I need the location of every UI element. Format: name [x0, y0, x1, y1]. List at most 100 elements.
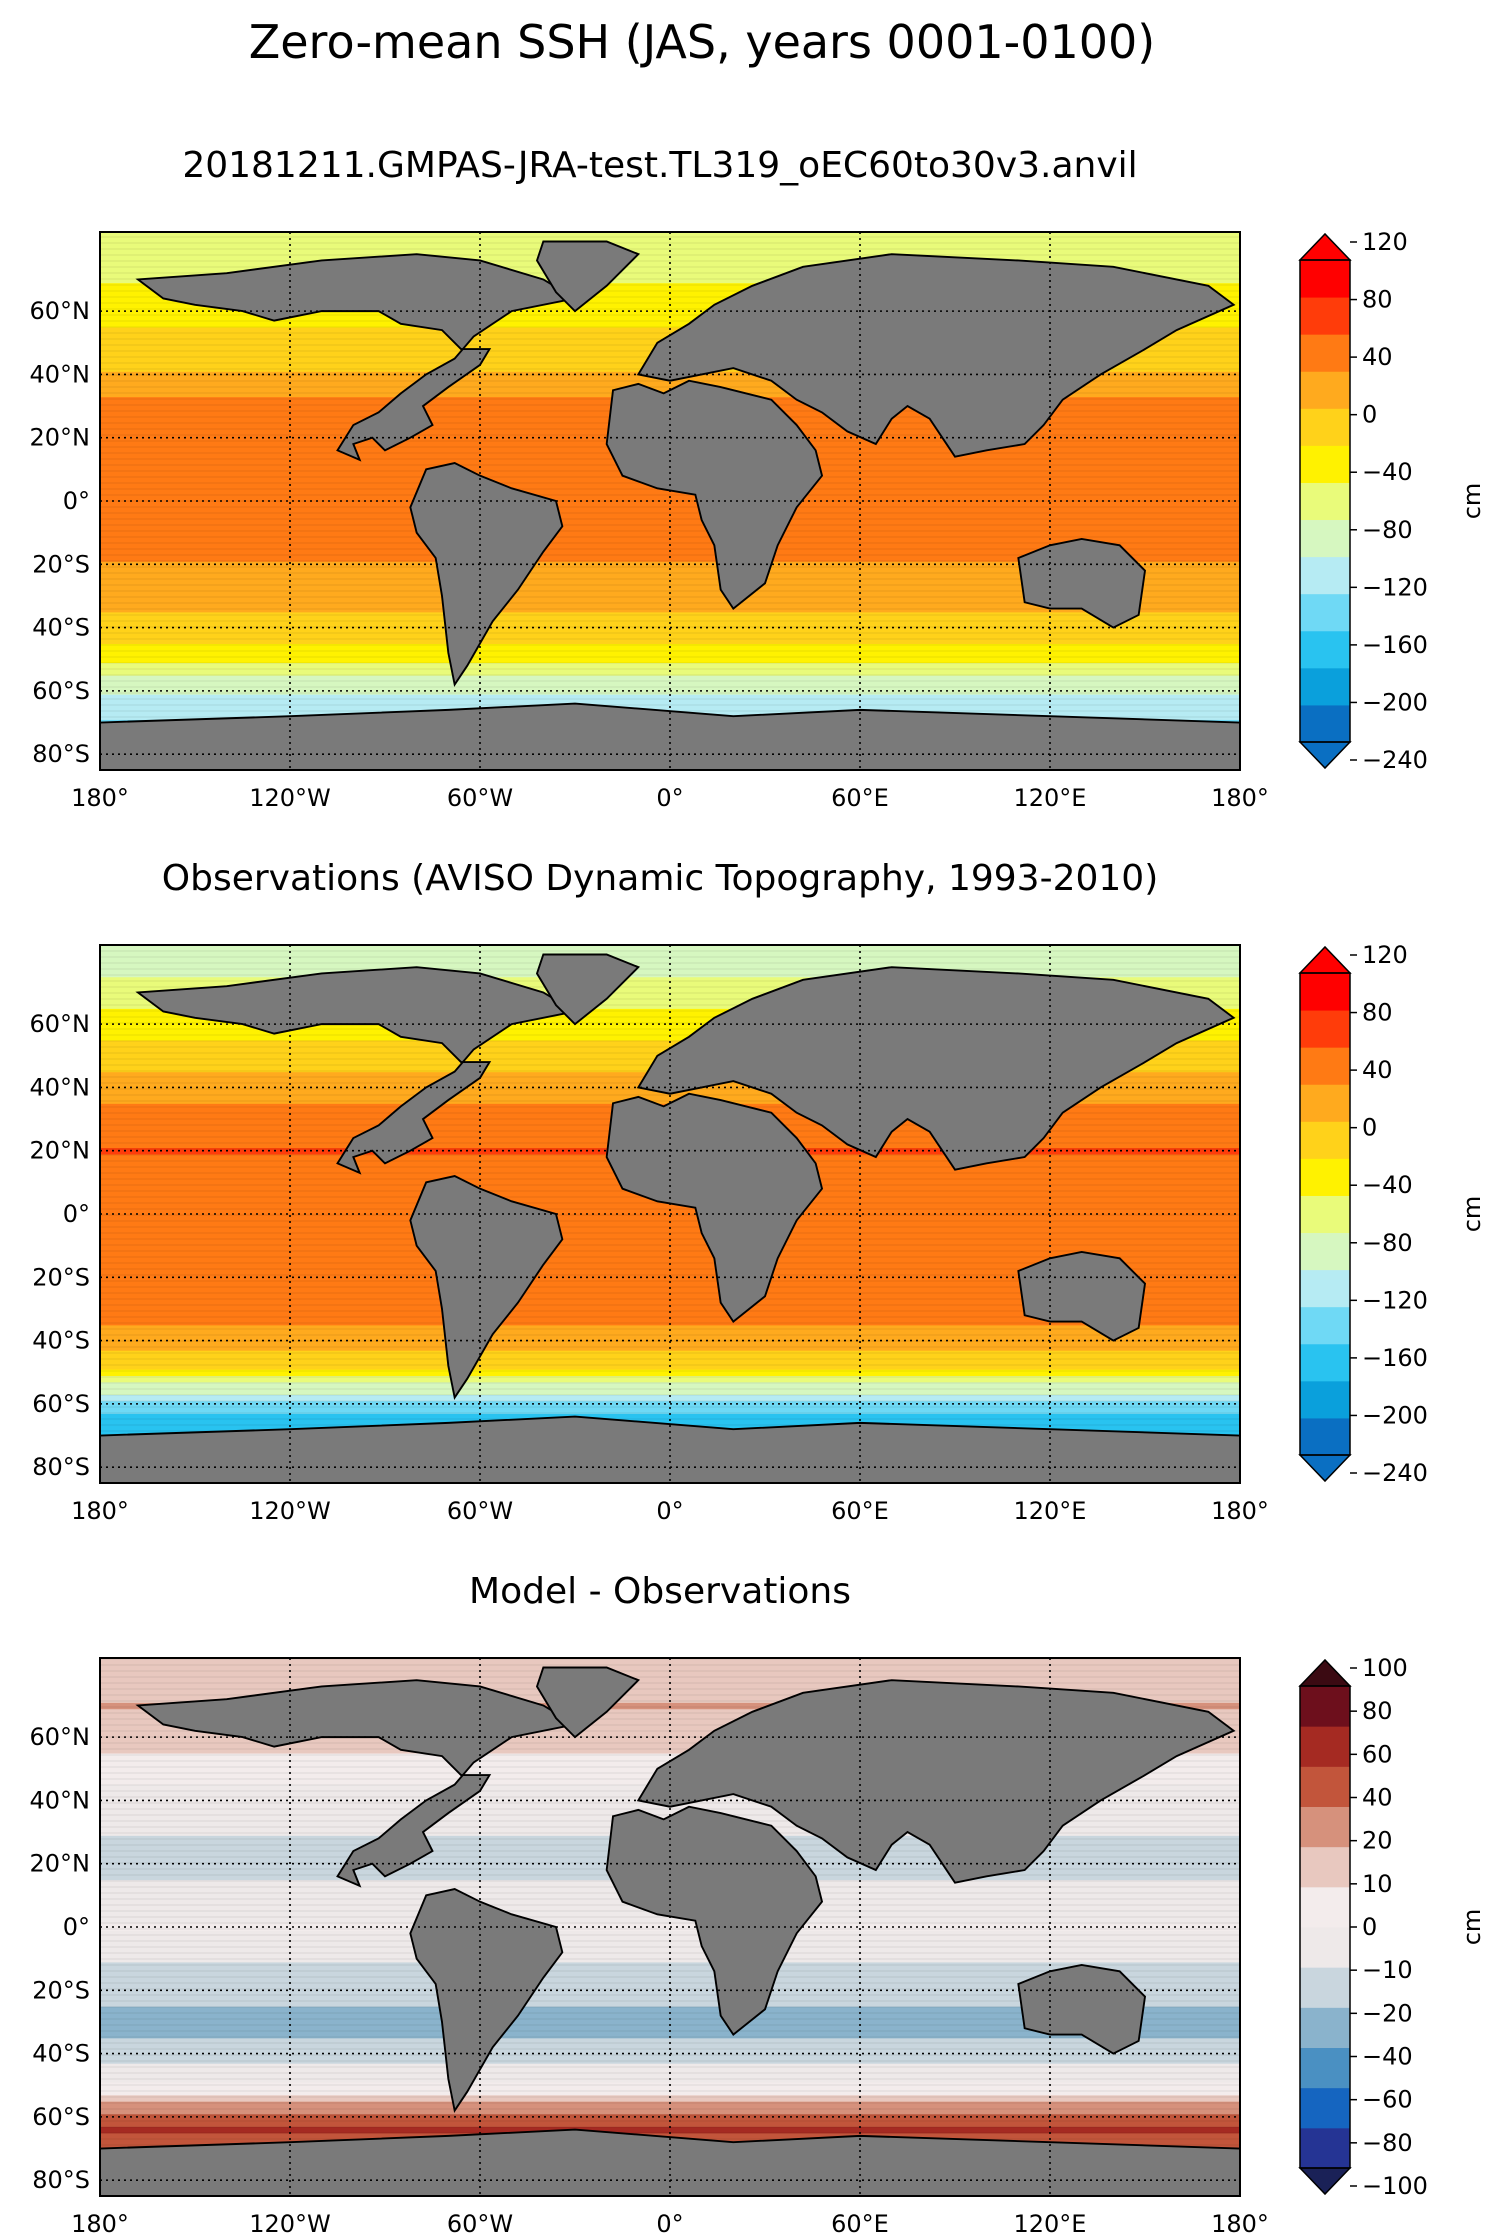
colorbar-segment [1300, 1417, 1350, 1456]
colorbar-tick-label: −20 [1362, 1999, 1413, 2027]
x-tick-label: 0° [656, 784, 683, 812]
colorbar-segment [1300, 1195, 1350, 1234]
x-tick-label: 60°E [831, 784, 889, 812]
colorbar-segment [1300, 2087, 1350, 2129]
colorbar-tick-label: −40 [1362, 2043, 1413, 2071]
colorbar-segment [1300, 1084, 1350, 1122]
colorbar-tick-label: −120 [1362, 573, 1428, 601]
y-tick-label: 60°N [30, 297, 91, 325]
colorbar-tick-label: 60 [1362, 1740, 1393, 1768]
colorbar-tick-label: −200 [1362, 1401, 1428, 1429]
colorbar-tick-label: 0 [1362, 1114, 1377, 1142]
colorbar-tick-label: 10 [1362, 1870, 1393, 1898]
y-tick-label: 60°N [30, 1723, 91, 1751]
colorbar-extend-min [1298, 741, 1352, 770]
map-frame [99, 944, 1241, 1484]
colorbar-segment [1300, 704, 1350, 743]
y-tick-label: 40°N [30, 1786, 91, 1814]
colorbar-tick-label: −160 [1362, 631, 1428, 659]
panel-title: Model - Observations [469, 1571, 851, 1612]
x-tick-label: 0° [656, 1497, 683, 1525]
colorbar-tick-label: 80 [1362, 286, 1393, 314]
map-area [100, 232, 1240, 770]
y-tick-label: 40°N [30, 1073, 91, 1101]
x-tick-label: 180° [1211, 1497, 1269, 1525]
y-tick-label: 60°S [32, 677, 90, 705]
colorbar-extend-max [1298, 945, 1352, 974]
y-tick-label: 60°N [30, 1010, 91, 1038]
panel-model: 20181211.GMPAS-JRA-test.TL319_oEC60to30v… [30, 145, 1487, 812]
colorbar-segment [1300, 1686, 1350, 1727]
colorbar-tick-label: 40 [1362, 1784, 1393, 1812]
colorbar-segment [1300, 1380, 1350, 1419]
map-area [100, 1658, 1240, 2196]
colorbar-tick-label: 20 [1362, 1827, 1393, 1855]
map-area [100, 945, 1240, 1483]
colorbar-tick-label: −240 [1362, 1459, 1428, 1487]
x-tick-label: 180° [71, 2210, 129, 2235]
colorbar-tick-label: −10 [1362, 1956, 1413, 1984]
y-tick-label: 80°S [32, 2166, 90, 2194]
colorbar-segment [1300, 260, 1350, 298]
x-tick-label: 0° [656, 2210, 683, 2235]
colorbar-tick-label: 0 [1362, 1913, 1377, 1941]
colorbar-segment [1300, 973, 1350, 1011]
colorbar-tick-label: 0 [1362, 401, 1377, 429]
x-tick-label: 180° [1211, 784, 1269, 812]
x-tick-label: 120°E [1014, 2210, 1087, 2235]
colorbar-tick-label: −80 [1362, 1229, 1413, 1257]
colorbar-tick-label: 80 [1362, 1697, 1393, 1725]
x-tick-label: 180° [71, 1497, 129, 1525]
colorbar-tick-label: −40 [1362, 458, 1413, 486]
y-tick-label: 20°S [32, 1263, 90, 1291]
colorbar-segment [1300, 1269, 1350, 1308]
x-tick-label: 120°W [249, 784, 331, 812]
y-tick-label: 60°S [32, 1390, 90, 1418]
colorbar-segment [1300, 2007, 1350, 2048]
colorbar-tick-label: −120 [1362, 1286, 1428, 1314]
colorbar-segment [1300, 297, 1350, 335]
colorbar-segment [1300, 371, 1350, 409]
colorbar-tick-label: −60 [1362, 2086, 1413, 2114]
y-tick-label: 0° [63, 487, 90, 515]
colorbar-tick-label: 120 [1362, 941, 1408, 969]
colorbar-segment [1300, 1343, 1350, 1382]
panel-observations: Observations (AVISO Dynamic Topography, … [30, 858, 1487, 1525]
map-frame [99, 231, 1241, 771]
colorbar-tick-label: 120 [1362, 228, 1408, 256]
colorbar-segment [1300, 1047, 1350, 1085]
x-tick-label: 180° [1211, 2210, 1269, 2235]
colorbar-segment [1300, 667, 1350, 706]
y-tick-label: 0° [63, 1913, 90, 1941]
colorbar-frame [1299, 972, 1351, 1456]
y-tick-label: 20°N [30, 424, 91, 452]
colorbar-segment [1300, 519, 1350, 558]
colorbar-segment [1300, 1306, 1350, 1345]
panel-title: 20181211.GMPAS-JRA-test.TL319_oEC60to30v… [182, 145, 1137, 186]
x-tick-label: 60°E [831, 1497, 889, 1525]
colorbar-label: cm [1458, 1909, 1486, 1946]
colorbar-frame [1299, 259, 1351, 743]
colorbar-segment [1300, 1886, 1350, 1928]
colorbar-segment [1300, 1806, 1350, 1848]
suptitle: Zero-mean SSH (JAS, years 0001-0100) [249, 15, 1156, 69]
colorbar-extend-min [1298, 1454, 1352, 1483]
y-tick-label: 0° [63, 1200, 90, 1228]
colorbar-segment [1300, 556, 1350, 595]
colorbar-segment [1300, 1846, 1350, 1888]
x-tick-label: 60°W [447, 784, 513, 812]
x-tick-label: 120°E [1014, 784, 1087, 812]
colorbar-tick-label: 40 [1362, 343, 1393, 371]
colorbar-segment [1300, 1010, 1350, 1048]
x-tick-label: 120°W [249, 1497, 331, 1525]
x-tick-label: 60°W [447, 2210, 513, 2235]
y-tick-label: 60°S [32, 2103, 90, 2131]
y-tick-label: 20°N [30, 1137, 91, 1165]
colorbar-segment [1300, 1766, 1350, 1807]
colorbar-segment [1300, 1232, 1350, 1271]
colorbar-tick-label: −100 [1362, 2172, 1428, 2200]
colorbar-label: cm [1458, 1196, 1486, 1233]
colorbar-segment [1300, 2047, 1350, 2089]
panel-difference: Model - Observations 180° 120°W 60°W 0° 60°E 1… [30, 1571, 1487, 2235]
